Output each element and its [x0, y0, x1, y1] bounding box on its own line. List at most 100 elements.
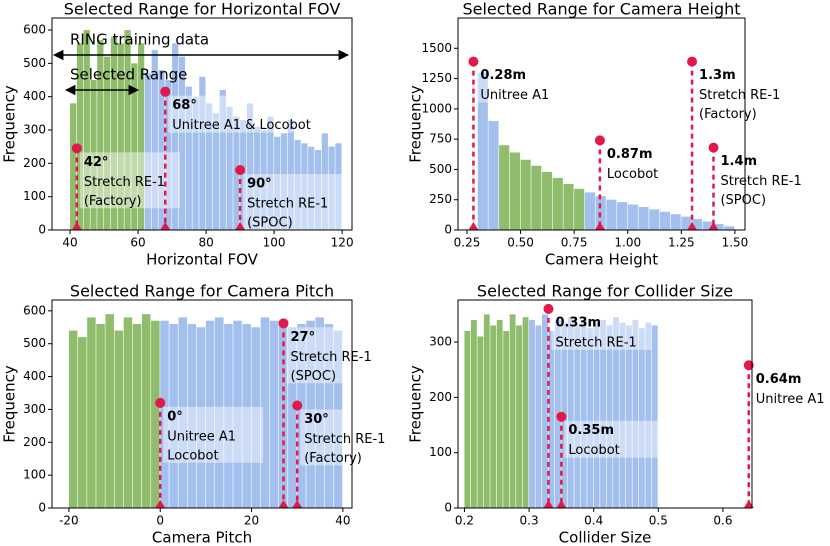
annotation-text: Stretch RE-1: [555, 335, 636, 350]
histogram-bar: [76, 43, 84, 231]
annotation-text: Locobot: [568, 443, 619, 458]
y-tick-label: 300: [429, 335, 452, 349]
histogram-bar: [165, 80, 172, 230]
x-tick-label: 40: [62, 236, 77, 250]
y-tick-label: 600: [23, 23, 46, 37]
histogram-bar: [114, 330, 124, 508]
histogram-bar: [638, 206, 649, 230]
histogram-bar: [253, 126, 260, 230]
histogram-bar: [499, 145, 510, 230]
histogram-bar: [205, 320, 215, 508]
y-tick-label: 500: [429, 162, 452, 176]
annotation-label: 0°: [167, 409, 183, 424]
histogram-bar: [574, 188, 585, 230]
histogram-bar: [702, 221, 713, 230]
histogram-bar: [593, 322, 600, 508]
annotation-text: Unitree A1: [756, 392, 825, 407]
annotation-box: [300, 409, 401, 466]
histogram-bar: [503, 330, 510, 508]
histogram-bar: [542, 171, 553, 230]
histogram-bar: [509, 152, 520, 230]
histogram-bar: [233, 320, 242, 508]
x-axis-label: Collider Size: [559, 529, 652, 546]
histogram-bar: [96, 323, 105, 508]
histogram-bar: [584, 192, 596, 230]
y-tick-label: 1250: [421, 71, 452, 85]
histogram-bar: [488, 120, 499, 230]
histogram-bar: [563, 183, 574, 230]
histogram-bar: [219, 90, 226, 230]
histogram-bar: [131, 63, 138, 231]
histogram-bar: [117, 43, 124, 231]
histogram-bar: [496, 319, 503, 508]
y-axis-label: Frequency: [1, 85, 19, 163]
annotation-text: (SPOC): [291, 369, 337, 384]
x-tick-label: 0.4: [584, 514, 603, 528]
histogram-bar: [280, 133, 288, 230]
histogram-bar: [274, 136, 281, 230]
annotation-dot: [543, 303, 554, 314]
histogram-bar: [328, 146, 335, 230]
x-tick-label: 0.75: [561, 236, 588, 250]
y-tick-label: 250: [429, 192, 452, 206]
histogram-bar: [574, 325, 581, 508]
histogram-bar: [333, 330, 343, 508]
histogram-bar: [70, 103, 77, 230]
annotation-label: 68°: [172, 98, 197, 113]
histogram-bar: [692, 219, 703, 230]
histogram-bar: [151, 50, 158, 230]
annotation-text: (Factory): [84, 194, 142, 209]
histogram-bar: [638, 328, 645, 508]
histogram-bar: [681, 216, 692, 230]
histogram-bar: [192, 96, 199, 231]
histogram-bar: [172, 43, 179, 231]
annotation-text: Stretch RE-1: [291, 350, 372, 365]
y-tick-label: 200: [23, 435, 46, 449]
annotation-label: 0.33m: [555, 315, 601, 330]
chart-title: Selected Range for Collider Size: [477, 282, 733, 301]
histogram-bar: [110, 36, 118, 230]
annotation-label: 90°: [247, 177, 272, 192]
annotation-base: [543, 500, 554, 508]
annotation-box: [79, 152, 180, 209]
annotation-box: [286, 327, 387, 384]
x-tick-label: 80: [198, 236, 213, 250]
y-axis-label: Frequency: [1, 365, 19, 443]
histogram-bar: [516, 325, 523, 508]
annotation-base: [155, 500, 166, 508]
annotation-box: [163, 406, 264, 463]
histogram-bar: [206, 103, 213, 230]
x-tick-label: 0: [156, 514, 164, 528]
annotation-label: 1.4m: [720, 154, 757, 169]
annotation-base: [160, 222, 171, 230]
annotation-text: Stretch RE-1: [84, 175, 165, 190]
histogram-bar: [531, 165, 542, 230]
annotation-box: [243, 174, 344, 230]
histogram-bar: [552, 177, 563, 230]
histogram-bar: [649, 209, 660, 230]
annotation-label: 42°: [84, 155, 109, 170]
annotation-dot: [278, 318, 289, 329]
y-tick-label: 300: [23, 402, 46, 416]
x-tick-label: 1.50: [722, 236, 749, 250]
histogram-bar: [483, 314, 490, 508]
annotation-base: [292, 500, 303, 508]
histogram-bar: [199, 76, 206, 231]
histogram-bar: [212, 113, 220, 230]
histogram-bar: [587, 328, 594, 508]
y-tick-label: 300: [23, 123, 46, 137]
histogram-bar: [606, 325, 613, 508]
annotation-text: (Factory): [304, 451, 362, 466]
histogram-bar: [301, 143, 308, 230]
histogram-bar: [294, 140, 301, 230]
annotation-dot: [556, 411, 567, 422]
x-tick-label: -20: [59, 514, 79, 528]
annotation-base: [594, 222, 605, 230]
histogram-bar: [619, 322, 626, 508]
annotation-label: 0.87m: [607, 147, 653, 162]
histogram-bar: [670, 214, 681, 230]
y-tick-label: 600: [23, 303, 46, 317]
histogram-bar: [240, 120, 247, 230]
histogram-bar: [123, 317, 133, 508]
y-tick-label: 1500: [421, 41, 452, 55]
